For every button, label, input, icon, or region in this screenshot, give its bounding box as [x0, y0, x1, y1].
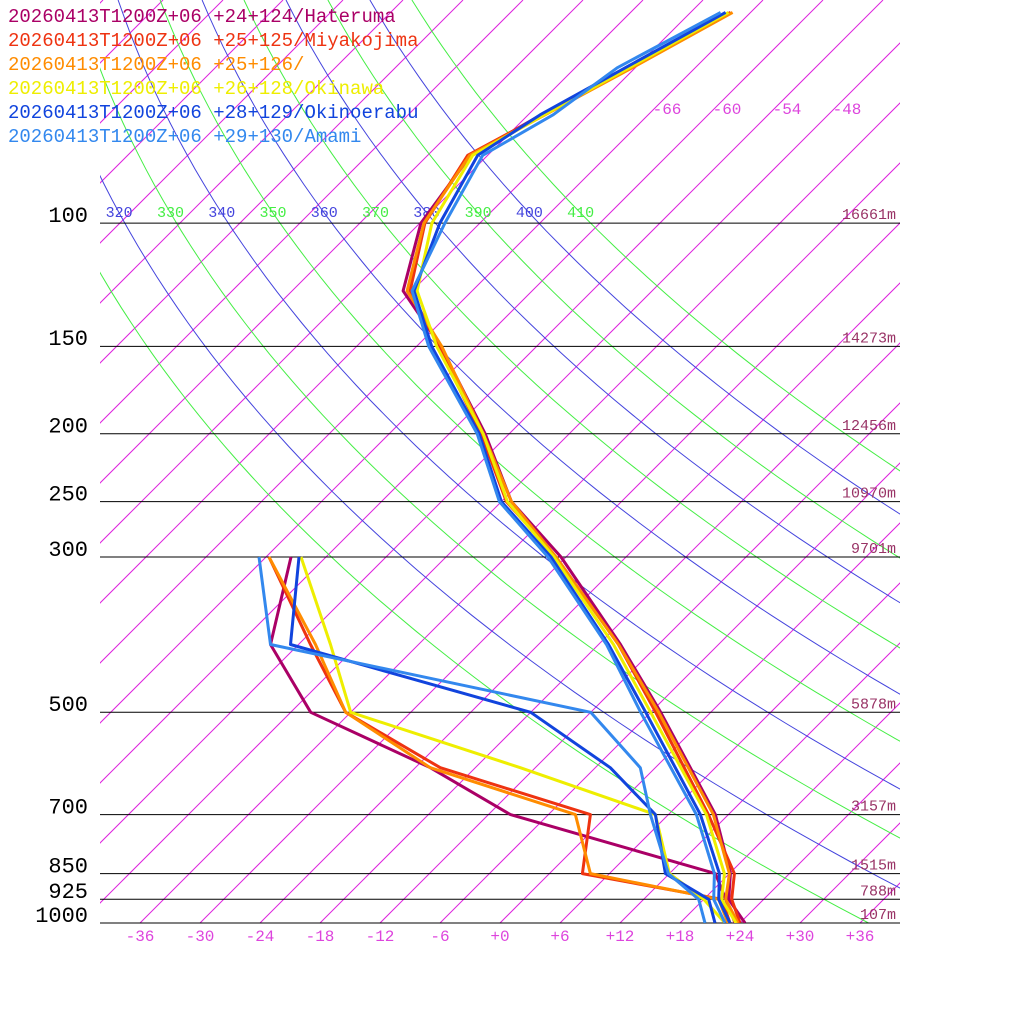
isotherm — [559, 582, 900, 923]
legend-entry: 20260413T1200Z+06 +29+130/Amami — [8, 126, 361, 148]
pressure-label: 500 — [48, 693, 88, 718]
temperature-line — [410, 11, 727, 923]
height-label: 107m — [860, 907, 896, 924]
isotherm — [259, 282, 900, 923]
isentrope-label: 370 — [362, 205, 389, 222]
isentrope-label: 350 — [259, 205, 286, 222]
pressure-label: 150 — [48, 327, 88, 352]
isotherm-label: -48 — [833, 101, 862, 119]
isotherm — [100, 0, 344, 244]
temperature-label: -12 — [366, 928, 395, 946]
foreground: 100 16661m 150 14273m 200 12456m 250 10970m 300 9… — [35, 101, 900, 946]
isentrope-label: 400 — [516, 205, 543, 222]
isotherm-label: -66 — [653, 101, 682, 119]
isentrope-label: 390 — [465, 205, 492, 222]
isotherm — [100, 0, 464, 364]
temperature-label: -36 — [126, 928, 155, 946]
legend-entry: 20260413T1200Z+06 +25+126/ — [8, 54, 304, 76]
legend-entry: 20260413T1200Z+06 +26+128/Okinawa — [8, 78, 384, 100]
isotherm — [100, 0, 644, 544]
height-label: 788m — [860, 883, 896, 900]
isotherm — [439, 462, 900, 923]
pressure-label: 250 — [48, 482, 88, 507]
isotherm — [499, 522, 900, 923]
isotherm-label: -60 — [713, 101, 742, 119]
isentrope-label: 410 — [567, 205, 594, 222]
dry-adiabat — [285, 0, 900, 604]
isotherm — [859, 882, 900, 923]
isotherm — [100, 0, 524, 424]
height-label: 10970m — [842, 486, 896, 503]
isentrope-label: 330 — [157, 205, 184, 222]
dry-adiabat — [201, 0, 900, 695]
pressure-label: 700 — [48, 795, 88, 820]
isotherm — [100, 0, 284, 184]
dry-adiabat — [117, 0, 900, 790]
pressure-label: 200 — [48, 415, 88, 440]
pressure-label: 925 — [48, 880, 88, 905]
dry-adiabat — [100, 67, 900, 839]
height-label: 9701m — [851, 541, 896, 558]
dry-adiabat — [100, 271, 869, 923]
temperature-line — [412, 11, 732, 923]
temperature-label: -6 — [430, 928, 449, 946]
pressure-label: 100 — [48, 204, 88, 229]
isotherm — [379, 402, 900, 923]
pressure-label: 1000 — [35, 904, 88, 929]
temperature-label: +24 — [726, 928, 755, 946]
dewpoint-line — [269, 556, 737, 923]
temperature-label: +12 — [606, 928, 635, 946]
height-label: 14273m — [842, 330, 896, 347]
isotherm — [100, 0, 404, 304]
isotherm — [100, 0, 704, 604]
dry-adiabat — [327, 0, 900, 559]
dry-adiabat — [411, 0, 900, 472]
dry-adiabat — [243, 0, 900, 649]
isotherm — [100, 42, 900, 844]
isotherm — [319, 342, 900, 923]
temperature-label: +18 — [666, 928, 695, 946]
height-label: 3157m — [851, 799, 896, 816]
pressure-label: 850 — [48, 854, 88, 879]
isentrope-label: 360 — [311, 205, 338, 222]
height-label: 16661m — [842, 207, 896, 224]
temperature-label: -18 — [306, 928, 335, 946]
isentrope-label: 340 — [208, 205, 235, 222]
isotherm — [619, 642, 900, 923]
temperature-label: +6 — [550, 928, 569, 946]
legend-entry: 20260413T1200Z+06 +28+129/Okinoerabu — [8, 102, 418, 124]
temperature-label: -30 — [186, 928, 215, 946]
isotherm — [100, 0, 824, 724]
isotherm — [679, 702, 900, 923]
temperature-label: -24 — [246, 928, 275, 946]
temperature-label: +36 — [846, 928, 875, 946]
isotherm — [100, 0, 884, 784]
temperature-label: +0 — [490, 928, 509, 946]
isotherm-label: -54 — [773, 101, 802, 119]
height-label: 1515m — [851, 858, 896, 875]
temperature-label: +30 — [786, 928, 815, 946]
height-label: 5878m — [851, 696, 896, 713]
dewpoint-line — [257, 556, 707, 923]
height-label: 12456m — [842, 418, 896, 435]
isotherm — [139, 162, 900, 923]
isotherm — [100, 102, 900, 904]
isotherm — [799, 822, 900, 923]
isotherm — [100, 0, 764, 664]
isentrope-label: 320 — [106, 205, 133, 222]
legend-entry: 20260413T1200Z+06 +25+125/Miyakojima — [8, 30, 418, 52]
isotherm — [739, 762, 900, 923]
legend: 20260413T1200Z+06 +24+124/Hateruma202604… — [8, 6, 418, 148]
legend-entry: 20260413T1200Z+06 +24+124/Hateruma — [8, 6, 396, 28]
pressure-label: 300 — [48, 538, 88, 563]
isotherm — [199, 222, 900, 923]
profiles — [257, 11, 747, 923]
